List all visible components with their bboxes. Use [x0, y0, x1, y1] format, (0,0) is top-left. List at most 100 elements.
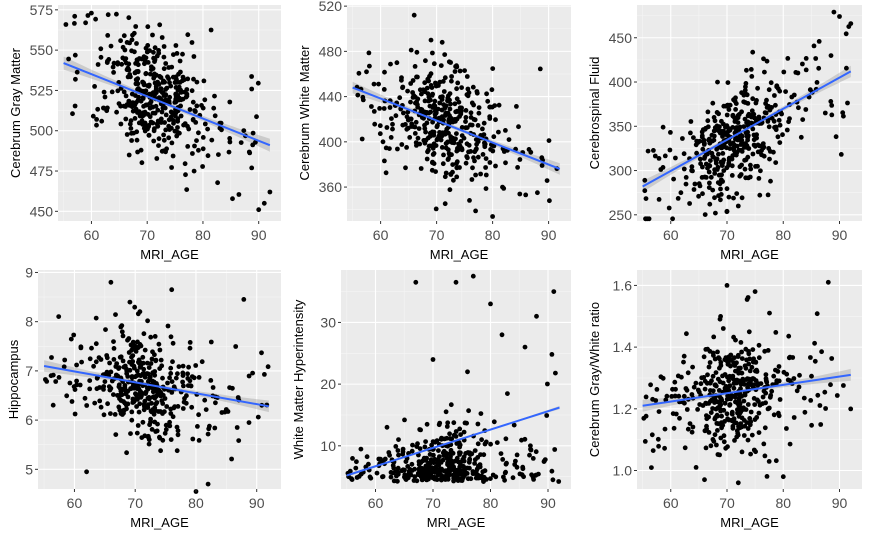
- data-point: [155, 388, 161, 393]
- data-point: [162, 120, 168, 125]
- data-point: [701, 142, 707, 147]
- data-point: [402, 472, 408, 478]
- data-point: [108, 411, 113, 416]
- data-point: [776, 410, 781, 416]
- data-point: [487, 116, 493, 121]
- data-point: [742, 87, 748, 93]
- data-point: [705, 118, 711, 124]
- data-point: [465, 476, 471, 482]
- data-point: [168, 365, 174, 371]
- y-tick-label: 1.4: [613, 339, 633, 355]
- data-point: [485, 98, 491, 104]
- data-point: [738, 340, 744, 345]
- data-point: [765, 119, 771, 124]
- data-point: [489, 87, 495, 93]
- data-point: [741, 381, 747, 387]
- data-point: [110, 64, 116, 70]
- data-point: [196, 438, 202, 443]
- data-point: [503, 127, 508, 133]
- data-point: [92, 84, 97, 89]
- data-point: [794, 388, 800, 394]
- data-point: [208, 27, 214, 33]
- data-point: [424, 156, 430, 162]
- data-point: [142, 347, 148, 353]
- data-point: [533, 449, 539, 455]
- data-point: [458, 139, 464, 144]
- data-point: [169, 287, 175, 293]
- data-point: [488, 476, 493, 481]
- data-point: [739, 356, 745, 361]
- data-point: [372, 121, 378, 127]
- data-point: [191, 76, 196, 82]
- data-point: [453, 118, 458, 124]
- data-point: [713, 370, 719, 375]
- data-point: [150, 110, 156, 116]
- data-point: [130, 32, 135, 38]
- data-point: [68, 336, 74, 342]
- data-point: [467, 198, 472, 203]
- data-point: [153, 408, 158, 413]
- data-point: [366, 50, 372, 56]
- data-point: [374, 470, 380, 476]
- data-point: [410, 95, 416, 100]
- y-tick-label: 1.0: [613, 462, 633, 478]
- data-point: [735, 120, 741, 125]
- data-point: [443, 409, 449, 415]
- data-point: [743, 84, 748, 90]
- x-tick-label: 70: [429, 227, 445, 243]
- data-point: [715, 164, 721, 170]
- data-point: [105, 105, 110, 111]
- data-point: [717, 356, 722, 362]
- data-point: [745, 129, 750, 135]
- data-point: [433, 169, 438, 175]
- data-point: [739, 195, 745, 201]
- data-point: [160, 392, 166, 398]
- data-point: [210, 385, 216, 390]
- data-point: [480, 152, 486, 157]
- x-tick-label: 60: [663, 495, 679, 511]
- data-point: [712, 400, 717, 405]
- data-point: [812, 358, 818, 364]
- data-point: [129, 138, 135, 143]
- data-point: [196, 375, 202, 380]
- data-point: [753, 164, 758, 169]
- data-point: [718, 407, 724, 413]
- data-point: [447, 431, 452, 437]
- data-point: [402, 467, 407, 473]
- data-point: [767, 156, 772, 162]
- data-point: [413, 279, 419, 285]
- data-point: [688, 119, 694, 124]
- data-point: [415, 74, 420, 80]
- data-point: [803, 67, 809, 73]
- data-point: [152, 419, 158, 425]
- data-point: [703, 175, 709, 180]
- data-point: [454, 159, 460, 165]
- data-point: [766, 146, 772, 151]
- y-tick-label: 5: [25, 461, 33, 477]
- data-point: [743, 91, 749, 97]
- data-point: [716, 388, 722, 393]
- data-point: [733, 420, 739, 426]
- data-point: [116, 382, 122, 388]
- data-point: [501, 186, 507, 191]
- data-point: [121, 399, 126, 404]
- data-point: [73, 76, 78, 82]
- data-point: [445, 157, 451, 163]
- data-point: [444, 471, 450, 476]
- data-point: [430, 357, 436, 362]
- data-point: [443, 450, 449, 456]
- data-point: [227, 99, 233, 105]
- data-point: [132, 49, 137, 55]
- data-point: [102, 94, 108, 100]
- data-point: [113, 432, 119, 437]
- data-point: [473, 475, 479, 481]
- data-point: [249, 165, 255, 171]
- data-point: [416, 467, 422, 473]
- data-point: [643, 394, 649, 400]
- data-point: [432, 98, 438, 104]
- data-point: [490, 214, 495, 219]
- data-point: [118, 103, 123, 109]
- data-point: [87, 378, 93, 383]
- data-point: [159, 109, 165, 115]
- data-point: [132, 70, 138, 76]
